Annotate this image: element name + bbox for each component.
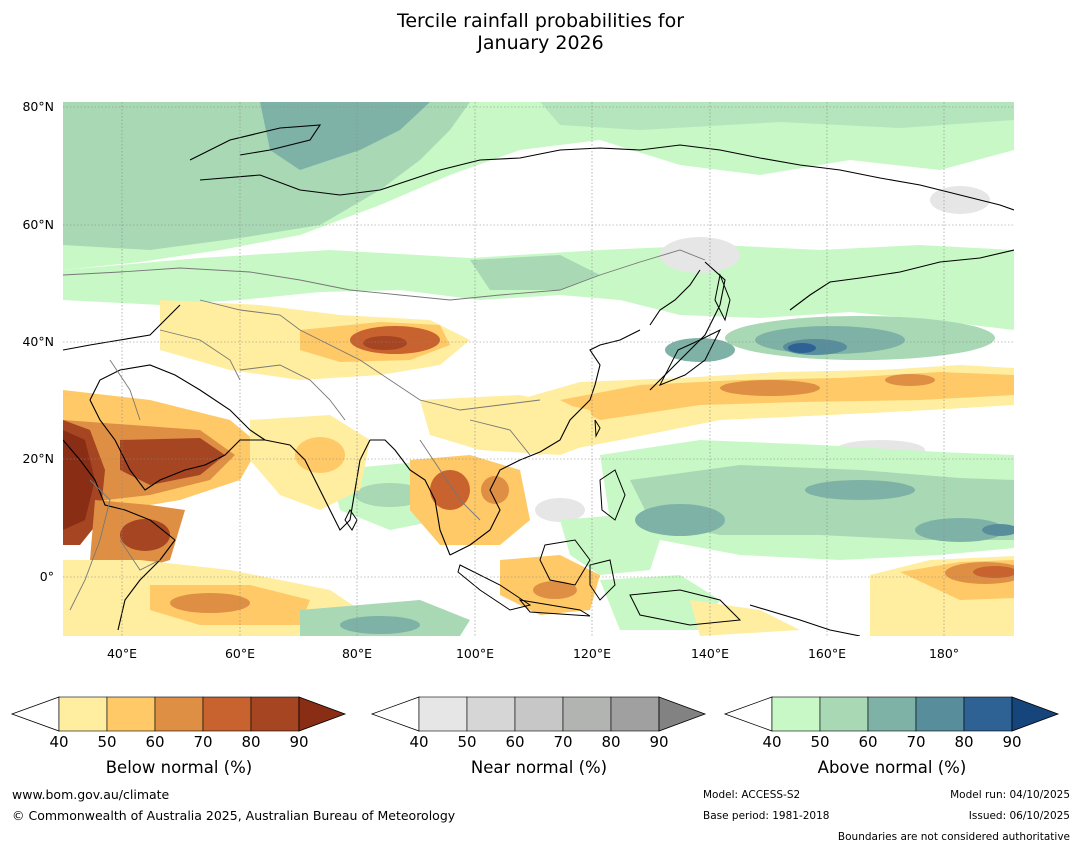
near-normal-swatch-50 [466, 696, 516, 732]
above-normal-tick: 60 [858, 733, 878, 751]
lon-label-160e: 160°E [807, 646, 846, 661]
country-boundaries [63, 249, 706, 611]
above-normal-swatch-50 [819, 696, 869, 732]
near-normal-tick: 40 [409, 733, 429, 751]
near-normal-swatch-60 [514, 696, 564, 732]
above-normal-tick: 40 [762, 733, 782, 751]
below-normal-lower-arrow [10, 696, 60, 732]
colorbar-below-normal [10, 696, 347, 732]
lat-label-20n: 20°N [22, 451, 54, 466]
below-normal-swatch-40 [58, 696, 108, 732]
near-normal-tick: 60 [505, 733, 525, 751]
lat-label-80n: 80°N [22, 99, 54, 114]
base-period: Base period: 1981-2018 [703, 810, 830, 822]
near-normal-swatch-70 [562, 696, 612, 732]
near-normal-lower-arrow [370, 696, 420, 732]
above-normal-lower-arrow [723, 696, 773, 732]
below-normal-swatch-60 [154, 696, 204, 732]
title-line-1: Tercile rainfall probabilities for [396, 10, 685, 32]
map-title: Tercile rainfall probabilities for Janua… [0, 10, 1081, 54]
near-normal-tick: 90 [649, 733, 669, 751]
below-normal-tick: 80 [241, 733, 261, 751]
near-normal-tick: 70 [553, 733, 573, 751]
title-line-2: January 2026 [477, 32, 604, 54]
lon-label-140e: 140°E [690, 646, 729, 661]
below-normal-tick: 90 [289, 733, 309, 751]
below-normal-tick: 40 [49, 733, 69, 751]
near-normal-tick: 80 [601, 733, 621, 751]
above-normal-title: Above normal (%) [817, 758, 967, 777]
lat-label-0: 0° [39, 569, 54, 584]
near-normal-swatch-40 [418, 696, 468, 732]
model-name: Model: ACCESS-S2 [703, 789, 801, 801]
near-normal-swatch-80 [610, 696, 660, 732]
lon-label-180: 180° [928, 646, 960, 661]
colorbar-near-normal [370, 696, 707, 732]
lon-label-120e: 120°E [572, 646, 611, 661]
near-normal-tick: 50 [457, 733, 477, 751]
below-normal-swatch-70 [202, 696, 252, 732]
above-normal-swatch-40 [771, 696, 821, 732]
above-normal-tick: 80 [954, 733, 974, 751]
lon-label-40e: 40°E [106, 646, 138, 661]
below-normal-title: Below normal (%) [105, 758, 253, 777]
model-run-date: Model run: 04/10/2025 [950, 789, 1070, 801]
below-normal-tick: 50 [97, 733, 117, 751]
lon-label-60e: 60°E [224, 646, 256, 661]
above-normal-tick: 50 [810, 733, 830, 751]
near-normal-upper-arrow [658, 696, 707, 732]
lat-label-60n: 60°N [22, 217, 54, 232]
above-normal-tick: 90 [1002, 733, 1022, 751]
above-normal-swatch-60 [867, 696, 917, 732]
lon-label-80e: 80°E [341, 646, 373, 661]
above-normal-upper-arrow [1011, 696, 1060, 732]
below-normal-upper-arrow [298, 696, 347, 732]
islands [344, 273, 742, 626]
coastlines [63, 124, 1014, 636]
above-normal-swatch-80 [963, 696, 1013, 732]
boundaries-disclaimer: Boundaries are not considered authoritat… [837, 831, 1070, 843]
lon-label-100e: 100°E [455, 646, 494, 661]
near-normal-title: Near normal (%) [470, 758, 608, 777]
above-normal-swatch-70 [915, 696, 965, 732]
probability-field [63, 102, 1014, 636]
below-normal-swatch-80 [250, 696, 300, 732]
website-link[interactable]: www.bom.gov.au/climate [12, 787, 170, 802]
issued-date: Issued: 06/10/2025 [968, 810, 1070, 822]
below-normal-tick: 60 [145, 733, 165, 751]
lat-label-40n: 40°N [22, 334, 54, 349]
copyright-notice: © Commonwealth of Australia 2025, Austra… [12, 808, 456, 823]
below-normal-swatch-50 [106, 696, 156, 732]
graticule [63, 102, 1014, 636]
above-normal-tick: 70 [906, 733, 926, 751]
below-normal-tick: 70 [193, 733, 213, 751]
colorbar-above-normal [723, 696, 1060, 732]
